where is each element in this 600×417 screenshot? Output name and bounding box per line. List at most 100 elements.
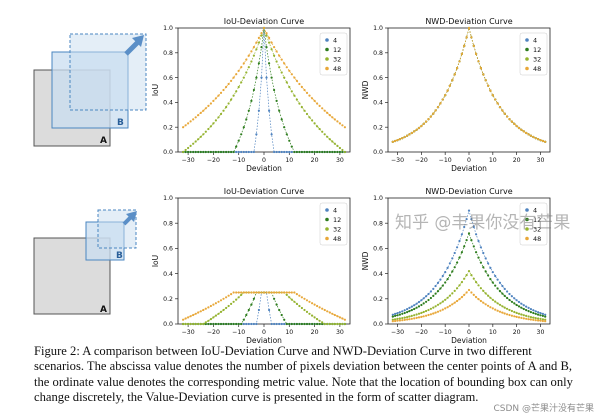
- y-tick-label: 0.6: [373, 246, 383, 253]
- data-point: [520, 128, 523, 131]
- data-point: [247, 308, 250, 312]
- data-point: [477, 60, 480, 63]
- data-point: [290, 73, 293, 76]
- y-axis-label: IoU: [151, 84, 160, 96]
- legend-label: 4: [533, 36, 537, 44]
- data-point: [425, 120, 428, 123]
- data-point: [313, 322, 316, 326]
- data-point: [237, 291, 240, 294]
- data-point: [252, 54, 255, 57]
- data-point: [305, 112, 309, 116]
- data-point: [541, 139, 545, 143]
- data-point: [308, 322, 311, 326]
- data-point: [527, 318, 530, 321]
- data-point: [434, 311, 437, 314]
- data-point: [318, 322, 321, 326]
- data-point: [295, 79, 298, 82]
- data-point: [232, 300, 235, 303]
- data-point: [288, 139, 291, 142]
- data-point: [316, 318, 319, 321]
- data-point: [333, 313, 336, 317]
- data-point: [453, 301, 456, 304]
- data-point: [491, 94, 494, 97]
- data-point: [465, 239, 468, 242]
- data-point: [305, 150, 309, 154]
- data-point: [513, 297, 516, 300]
- x-tick-label: 20: [311, 157, 319, 164]
- data-point: [313, 150, 316, 154]
- data-point: [417, 305, 421, 308]
- data-point: [537, 319, 540, 322]
- y-tick-label: 1.0: [163, 195, 173, 202]
- x-tick-label: 10: [285, 157, 293, 164]
- data-point: [448, 274, 451, 277]
- data-point: [477, 239, 480, 243]
- data-point: [318, 150, 321, 154]
- data-point: [225, 106, 228, 109]
- data-point: [283, 76, 286, 79]
- box-b-label: B: [117, 118, 124, 128]
- data-point: [472, 44, 475, 48]
- data-point: [187, 150, 190, 154]
- data-point: [439, 309, 442, 312]
- data-point: [321, 130, 324, 133]
- data-point: [295, 293, 298, 296]
- series-12: [182, 26, 346, 154]
- data-point: [517, 126, 521, 130]
- data-point: [508, 292, 511, 296]
- data-point: [517, 300, 521, 304]
- data-point: [525, 314, 528, 317]
- data-point: [260, 76, 263, 79]
- data-point: [482, 266, 485, 269]
- data-point: [197, 114, 200, 117]
- series-48: [182, 26, 346, 129]
- data-point: [487, 294, 490, 297]
- data-point: [257, 308, 260, 312]
- data-point: [479, 287, 482, 290]
- data-point: [305, 299, 309, 302]
- data-point: [250, 322, 253, 326]
- data-point: [534, 317, 537, 320]
- figure-caption: Figure 2: A comparison between IoU-Devia…: [34, 344, 573, 405]
- data-point: [331, 140, 334, 143]
- data-point: [323, 150, 326, 154]
- data-point: [237, 139, 240, 142]
- data-point: [308, 150, 311, 154]
- data-point: [479, 246, 482, 249]
- chart-title: IoU-Deviation Curve: [224, 187, 304, 196]
- data-point: [498, 106, 502, 109]
- series-32: [391, 270, 547, 321]
- y-tick-label: 0.6: [373, 75, 383, 82]
- x-tick-label: 20: [513, 329, 521, 336]
- data-point: [336, 150, 339, 154]
- data-point: [270, 322, 273, 326]
- chart-title: IoU-Deviation Curve: [224, 17, 304, 26]
- data-point: [214, 314, 217, 317]
- data-point: [496, 278, 499, 281]
- data-point: [544, 140, 547, 143]
- data-point: [436, 290, 440, 293]
- data-point: [237, 296, 240, 299]
- data-point: [515, 124, 518, 128]
- data-point: [420, 299, 423, 302]
- data-point: [401, 312, 404, 315]
- y-tick-label: 0.8: [373, 220, 383, 227]
- data-point: [225, 85, 228, 89]
- legend-marker: [325, 47, 329, 52]
- box-a-label: A: [100, 305, 107, 315]
- data-point: [534, 137, 537, 140]
- data-point: [316, 150, 319, 154]
- data-point: [328, 114, 331, 117]
- data-point: [508, 298, 511, 302]
- data-point: [197, 150, 200, 154]
- data-point: [298, 304, 301, 308]
- legend-label: 32: [333, 225, 341, 233]
- data-point: [475, 296, 478, 299]
- data-point: [311, 302, 314, 305]
- data-point: [498, 310, 502, 313]
- box-diagram-top: A B: [33, 33, 147, 147]
- data-point: [441, 98, 444, 101]
- data-point: [232, 94, 235, 97]
- data-point: [534, 312, 537, 315]
- data-point: [278, 308, 281, 312]
